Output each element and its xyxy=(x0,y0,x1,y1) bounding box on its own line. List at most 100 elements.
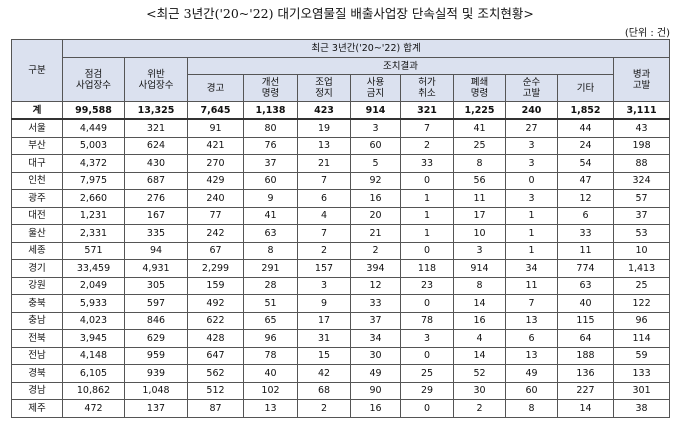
value-cell: 1,138 xyxy=(243,101,298,120)
value-cell: 2,299 xyxy=(187,259,244,278)
header-ban: 사용 금지 xyxy=(350,74,401,102)
value-cell: 3,111 xyxy=(612,101,671,120)
value-cell: 96 xyxy=(612,311,671,330)
value-cell: 6 xyxy=(557,206,614,225)
value-cell: 29 xyxy=(400,381,454,400)
value-cell: 10 xyxy=(453,224,506,243)
value-cell: 15 xyxy=(297,346,351,365)
value-cell: 87 xyxy=(187,399,244,418)
value-cell: 76 xyxy=(243,136,298,155)
value-cell: 78 xyxy=(243,346,298,365)
value-cell: 12 xyxy=(350,276,401,295)
value-cell: 53 xyxy=(612,224,671,243)
region-cell: 대전 xyxy=(11,206,63,225)
value-cell: 10 xyxy=(612,241,671,260)
value-cell: 65 xyxy=(243,311,298,330)
value-cell: 562 xyxy=(187,364,244,383)
value-cell: 4,449 xyxy=(62,118,125,138)
value-cell: 41 xyxy=(453,118,506,138)
value-cell: 7,975 xyxy=(62,171,125,190)
region-cell: 대구 xyxy=(11,154,63,173)
value-cell: 1 xyxy=(400,189,454,208)
value-cell: 167 xyxy=(124,206,188,225)
header-suspend: 조업 정지 xyxy=(297,74,351,102)
value-cell: 157 xyxy=(297,259,351,278)
value-cell: 91 xyxy=(187,118,244,138)
value-cell: 301 xyxy=(612,381,671,400)
value-cell: 335 xyxy=(124,224,188,243)
value-cell: 159 xyxy=(187,276,244,295)
value-cell: 324 xyxy=(612,171,671,190)
value-cell: 687 xyxy=(124,171,188,190)
value-cell: 240 xyxy=(505,101,558,120)
value-cell: 16 xyxy=(350,399,401,418)
value-cell: 56 xyxy=(453,171,506,190)
value-cell: 0 xyxy=(400,346,454,365)
value-cell: 939 xyxy=(124,364,188,383)
value-cell: 3 xyxy=(350,118,401,138)
value-cell: 17 xyxy=(297,311,351,330)
value-cell: 38 xyxy=(612,399,671,418)
value-cell: 33 xyxy=(400,154,454,173)
value-cell: 94 xyxy=(124,241,188,260)
value-cell: 3 xyxy=(505,189,558,208)
value-cell: 33 xyxy=(557,224,614,243)
table-row: 제주 472 137 87 13 2 16 0 2 8 14 38 xyxy=(11,399,671,418)
value-cell: 429 xyxy=(187,171,244,190)
header-violating: 위반 사업장수 xyxy=(124,57,188,102)
region-cell: 서울 xyxy=(11,118,63,138)
value-cell: 0 xyxy=(505,171,558,190)
region-cell: 부산 xyxy=(11,136,63,155)
header-close: 폐쇄 명령 xyxy=(453,74,506,102)
header-prosecute: 순수 고발 xyxy=(505,74,558,102)
table-row: 인천 7,975 687 429 60 7 92 0 56 0 47 324 xyxy=(11,171,671,190)
value-cell: 102 xyxy=(243,381,298,400)
value-cell: 492 xyxy=(187,294,244,313)
value-cell: 6 xyxy=(505,329,558,348)
table-row: 충북 5,933 597 492 51 9 33 0 14 7 40 122 xyxy=(11,294,671,313)
value-cell: 629 xyxy=(124,329,188,348)
value-cell: 24 xyxy=(557,136,614,155)
value-cell: 421 xyxy=(187,136,244,155)
table-row: 강원 2,049 305 159 28 3 12 23 8 11 63 25 xyxy=(11,276,671,295)
table-row: 전북 3,945 629 428 96 31 34 3 4 6 64 114 xyxy=(11,329,671,348)
value-cell: 597 xyxy=(124,294,188,313)
value-cell: 914 xyxy=(350,101,401,120)
value-cell: 1 xyxy=(400,224,454,243)
value-cell: 472 xyxy=(62,399,125,418)
value-cell: 136 xyxy=(557,364,614,383)
region-cell: 전북 xyxy=(11,329,63,348)
region-cell: 전남 xyxy=(11,346,63,365)
value-cell: 8 xyxy=(243,241,298,260)
table-row: 대전 1,231 167 77 41 4 20 1 17 1 6 37 xyxy=(11,206,671,225)
region-cell: 경북 xyxy=(11,364,63,383)
value-cell: 114 xyxy=(612,329,671,348)
value-cell: 13,325 xyxy=(124,101,188,120)
region-cell: 강원 xyxy=(11,276,63,295)
value-cell: 13 xyxy=(243,399,298,418)
value-cell: 28 xyxy=(243,276,298,295)
value-cell: 49 xyxy=(505,364,558,383)
value-cell: 115 xyxy=(557,311,614,330)
value-cell: 4,931 xyxy=(124,259,188,278)
value-cell: 512 xyxy=(187,381,244,400)
header-warning: 경고 xyxy=(187,74,244,102)
value-cell: 8 xyxy=(505,399,558,418)
value-cell: 2 xyxy=(297,241,351,260)
header-revoke: 허가 취소 xyxy=(400,74,454,102)
value-cell: 2 xyxy=(350,241,401,260)
value-cell: 52 xyxy=(453,364,506,383)
enforcement-table: 구분 최근 3년간('20~'22) 합계 점검 사업장수 위반 사업장수 조치… xyxy=(11,39,671,418)
value-cell: 3 xyxy=(453,241,506,260)
value-cell: 3 xyxy=(400,329,454,348)
value-cell: 37 xyxy=(350,311,401,330)
value-cell: 5,003 xyxy=(62,136,125,155)
value-cell: 4 xyxy=(453,329,506,348)
value-cell: 16 xyxy=(453,311,506,330)
table-row: 대구 4,372 430 270 37 21 5 33 8 3 54 88 xyxy=(11,154,671,173)
value-cell: 43 xyxy=(612,118,671,138)
value-cell: 37 xyxy=(243,154,298,173)
value-cell: 394 xyxy=(350,259,401,278)
value-cell: 67 xyxy=(187,241,244,260)
value-cell: 2 xyxy=(453,399,506,418)
